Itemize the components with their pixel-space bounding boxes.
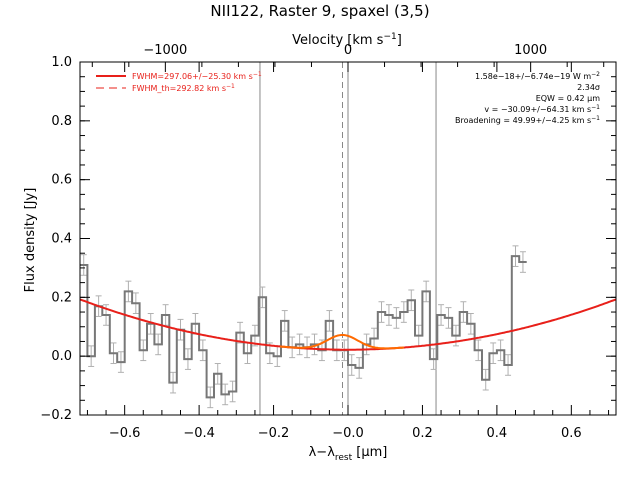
- chart-title: NII122, Raster 9, spaxel (3,5): [210, 2, 429, 20]
- y-tick-label: 0.8: [51, 114, 72, 129]
- fit-annotations: 1.58e−18+/−6.74e−19 W m−2 2.34σ EQW = 0.42…: [455, 71, 600, 125]
- legend-label: FWHM=297.06+/−25.30 km s−1: [132, 71, 262, 81]
- x-axis-label: λ−λrest [μm]: [309, 445, 388, 463]
- x-tick-label: 0.4: [487, 426, 508, 441]
- top-axis-label: Velocity [km s−1]: [292, 32, 402, 48]
- velocity-tick-label: −1000: [143, 43, 187, 58]
- x-tick-label: −0.4: [183, 426, 215, 441]
- legend: FWHM=297.06+/−25.30 km s−1 FWHM_th=292.82…: [96, 71, 262, 93]
- series-layer: [79, 62, 617, 415]
- x-tick-label: 0.2: [412, 426, 433, 441]
- fit-annotation-line: 2.34σ: [577, 83, 600, 92]
- axes-layer: −0.6 −0.4 −0.2 −0.0 0.2 0.4 0.6 −0.2 0.0 0.2 0.4 0.…: [40, 43, 616, 441]
- x-tick-label: 0.6: [561, 426, 582, 441]
- x-tick-label: −0.0: [332, 426, 364, 441]
- y-tick-label: 0.2: [51, 290, 72, 305]
- y-tick-label: 0.6: [51, 173, 72, 188]
- fit-annotation-line: EQW = 0.42 μm: [536, 94, 600, 103]
- fit-annotation-line: v = −30.09+/−64.31 km s−1: [484, 104, 600, 114]
- x-tick-label: −0.2: [258, 426, 290, 441]
- y-tick-label: −0.2: [40, 408, 72, 423]
- y-tick-label: 0.0: [51, 349, 72, 364]
- y-axis-label: Flux density [Jy]: [23, 188, 38, 293]
- line-fit-curve: [279, 334, 404, 350]
- y-tick-label: 0.4: [51, 232, 72, 247]
- legend-label: FWHM_th=292.82 km s−1: [132, 83, 235, 93]
- continuum-fit-curve: [79, 298, 617, 351]
- fit-annotation-line: Broadening = 49.99+/−4.25 km s−1: [455, 115, 600, 125]
- flux-step-series: [80, 255, 527, 399]
- y-tick-label: 1.0: [51, 55, 72, 70]
- fit-annotation-line: 1.58e−18+/−6.74e−19 W m−2: [475, 71, 600, 81]
- x-tick-label: −0.6: [109, 426, 141, 441]
- velocity-tick-label: 0: [344, 43, 352, 58]
- velocity-tick-label: 1000: [514, 43, 547, 58]
